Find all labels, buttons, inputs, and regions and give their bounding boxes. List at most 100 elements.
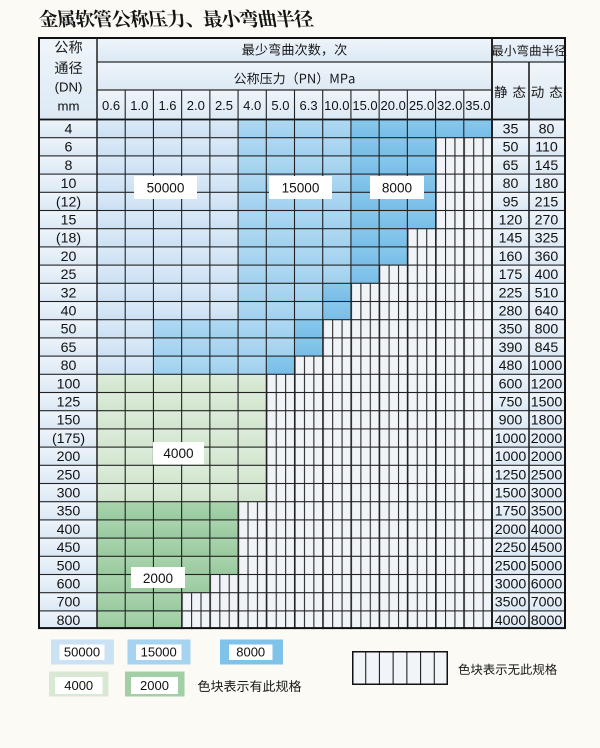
svg-text:120: 120 — [499, 213, 523, 229]
svg-text:6.3: 6.3 — [300, 98, 318, 113]
svg-text:32: 32 — [61, 285, 77, 301]
svg-text:1000: 1000 — [531, 358, 563, 374]
svg-text:50000: 50000 — [147, 181, 185, 196]
svg-text:10.0: 10.0 — [324, 98, 349, 113]
svg-text:700: 700 — [57, 595, 81, 611]
svg-text:4000: 4000 — [495, 613, 527, 629]
svg-text:50: 50 — [503, 140, 519, 156]
svg-text:350: 350 — [57, 504, 81, 520]
svg-text:845: 845 — [535, 340, 559, 356]
svg-text:270: 270 — [535, 213, 559, 229]
svg-text:32.0: 32.0 — [437, 98, 462, 113]
svg-text:360: 360 — [535, 249, 559, 265]
svg-text:25: 25 — [61, 267, 77, 283]
svg-text:1000: 1000 — [495, 431, 527, 447]
svg-text:1500: 1500 — [495, 486, 527, 502]
svg-text:(DN): (DN) — [55, 80, 83, 95]
svg-text:510: 510 — [535, 285, 559, 301]
svg-text:(18): (18) — [56, 231, 81, 247]
svg-text:65: 65 — [61, 340, 77, 356]
svg-text:225: 225 — [499, 285, 523, 301]
svg-text:15000: 15000 — [282, 181, 320, 196]
svg-text:800: 800 — [57, 613, 81, 629]
svg-text:50000: 50000 — [64, 645, 100, 660]
svg-text:8000: 8000 — [236, 645, 265, 660]
svg-text:2000: 2000 — [140, 678, 169, 693]
svg-text:480: 480 — [499, 358, 523, 374]
svg-text:900: 900 — [499, 413, 523, 429]
svg-text:250: 250 — [57, 467, 81, 483]
svg-text:5000: 5000 — [531, 558, 563, 574]
svg-text:200: 200 — [57, 449, 81, 465]
svg-text:125: 125 — [57, 395, 81, 411]
svg-text:4.0: 4.0 — [243, 98, 261, 113]
svg-text:15: 15 — [61, 213, 77, 229]
svg-text:(12): (12) — [56, 194, 81, 210]
svg-text:6000: 6000 — [531, 577, 563, 593]
svg-text:80: 80 — [539, 122, 555, 138]
svg-text:300: 300 — [57, 486, 81, 502]
svg-text:3500: 3500 — [495, 595, 527, 611]
svg-text:1800: 1800 — [531, 413, 563, 429]
svg-text:2000: 2000 — [531, 431, 563, 447]
svg-text:1250: 1250 — [495, 467, 527, 483]
svg-text:0.6: 0.6 — [102, 98, 120, 113]
svg-text:1000: 1000 — [495, 449, 527, 465]
svg-text:2500: 2500 — [495, 558, 527, 574]
svg-text:500: 500 — [57, 558, 81, 574]
svg-text:15.0: 15.0 — [352, 98, 377, 113]
svg-text:1500: 1500 — [531, 395, 563, 411]
svg-text:175: 175 — [499, 267, 523, 283]
svg-text:65: 65 — [503, 158, 519, 174]
svg-text:4500: 4500 — [531, 540, 563, 556]
svg-text:325: 325 — [535, 231, 559, 247]
svg-text:800: 800 — [535, 322, 559, 338]
svg-text:8000: 8000 — [531, 613, 563, 629]
svg-text:640: 640 — [535, 304, 559, 320]
svg-text:6: 6 — [65, 140, 73, 156]
svg-text:2500: 2500 — [531, 467, 563, 483]
svg-text:400: 400 — [57, 522, 81, 538]
svg-text:7000: 7000 — [531, 595, 563, 611]
svg-text:4000: 4000 — [64, 678, 93, 693]
svg-text:400: 400 — [535, 267, 559, 283]
svg-text:280: 280 — [499, 304, 523, 320]
svg-text:35.0: 35.0 — [465, 98, 490, 113]
svg-text:3000: 3000 — [495, 577, 527, 593]
svg-text:215: 215 — [535, 194, 559, 210]
svg-text:145: 145 — [535, 158, 559, 174]
svg-text:35: 35 — [503, 122, 519, 138]
svg-text:3500: 3500 — [531, 504, 563, 520]
svg-text:150: 150 — [57, 413, 81, 429]
svg-text:1.0: 1.0 — [130, 98, 148, 113]
svg-text:100: 100 — [57, 376, 81, 392]
svg-text:15000: 15000 — [141, 645, 177, 660]
svg-text:750: 750 — [499, 395, 523, 411]
svg-text:8: 8 — [65, 158, 73, 174]
svg-text:160: 160 — [499, 249, 523, 265]
svg-text:20.0: 20.0 — [381, 98, 406, 113]
svg-text:450: 450 — [57, 540, 81, 556]
svg-text:180: 180 — [535, 176, 559, 192]
svg-text:25.0: 25.0 — [409, 98, 434, 113]
svg-text:390: 390 — [499, 340, 523, 356]
svg-text:600: 600 — [499, 376, 523, 392]
svg-text:1.6: 1.6 — [158, 98, 176, 113]
svg-text:1750: 1750 — [495, 504, 527, 520]
svg-text:95: 95 — [503, 194, 519, 210]
svg-text:8000: 8000 — [382, 181, 413, 196]
svg-text:2000: 2000 — [143, 571, 174, 586]
svg-text:2000: 2000 — [495, 522, 527, 538]
svg-text:2.0: 2.0 — [187, 98, 205, 113]
svg-text:10: 10 — [61, 176, 77, 192]
svg-text:mm: mm — [58, 99, 80, 114]
svg-text:5.0: 5.0 — [271, 98, 289, 113]
svg-text:110: 110 — [535, 140, 558, 156]
svg-text:80: 80 — [61, 358, 77, 374]
svg-text:2.5: 2.5 — [215, 98, 233, 113]
svg-text:350: 350 — [499, 322, 523, 338]
svg-text:2250: 2250 — [495, 540, 527, 556]
svg-text:600: 600 — [57, 577, 81, 593]
svg-text:4000: 4000 — [531, 522, 563, 538]
svg-text:40: 40 — [61, 304, 77, 320]
